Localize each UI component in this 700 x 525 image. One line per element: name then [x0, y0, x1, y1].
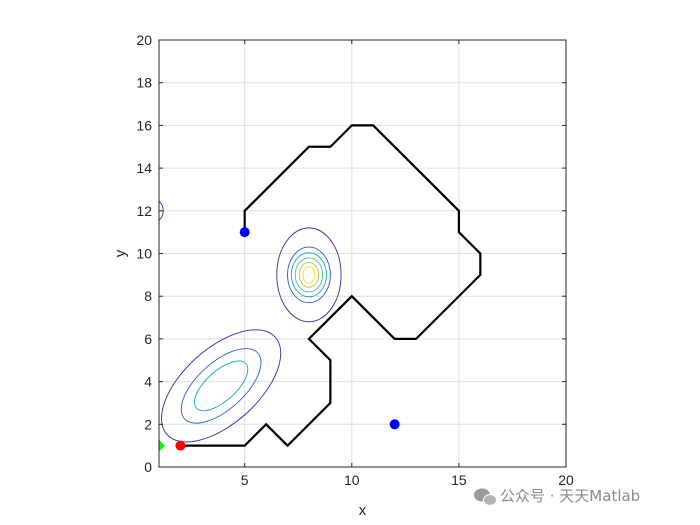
- x-axis-label: x: [359, 502, 367, 519]
- y-tick-label: 10: [136, 246, 152, 262]
- x-tick-label: 20: [558, 472, 574, 488]
- y-tick-label: 12: [136, 203, 152, 219]
- y-tick-label: 14: [136, 160, 152, 176]
- contour-line: [276, 227, 342, 323]
- marker-point: [389, 419, 400, 430]
- y-tick-label: 8: [144, 288, 152, 304]
- start-point: [175, 440, 186, 451]
- watermark: 公众号 · 天天Matlab: [474, 487, 640, 506]
- x-tick-label: 15: [451, 472, 467, 488]
- path-line: [180, 124, 482, 448]
- contour-line: [290, 252, 327, 298]
- contour-line: [161, 329, 282, 443]
- wechat-icon: [474, 488, 497, 506]
- watermark-text: 公众号 · 天天Matlab: [500, 487, 640, 505]
- y-tick-label: 16: [136, 117, 152, 133]
- y-tick-label: 6: [144, 331, 152, 347]
- contour-line: [294, 257, 324, 293]
- contour-line: [302, 266, 316, 284]
- marker-point: [239, 227, 250, 238]
- y-tick-label: 4: [144, 374, 152, 390]
- y-axis-label: y: [112, 249, 129, 257]
- goal-point: [159, 439, 165, 452]
- y-tick-label: 2: [144, 416, 152, 432]
- tick-layer: 5 10 15 20 0 2 4 6 8 10 12 14 16 18 20: [136, 32, 574, 488]
- contour-line: [194, 360, 249, 412]
- contour-line: [180, 348, 262, 424]
- x-tick-label: 5: [241, 472, 249, 488]
- y-tick-label: 18: [136, 75, 152, 91]
- series-layer: [159, 124, 482, 452]
- contour-line: [159, 200, 164, 221]
- y-tick-label: 20: [136, 32, 152, 48]
- contour-layer: [159, 200, 342, 443]
- y-tick-label: 0: [144, 459, 152, 475]
- x-tick-label: 10: [344, 472, 360, 488]
- contour-line: [298, 262, 320, 288]
- contour-line: [287, 246, 331, 304]
